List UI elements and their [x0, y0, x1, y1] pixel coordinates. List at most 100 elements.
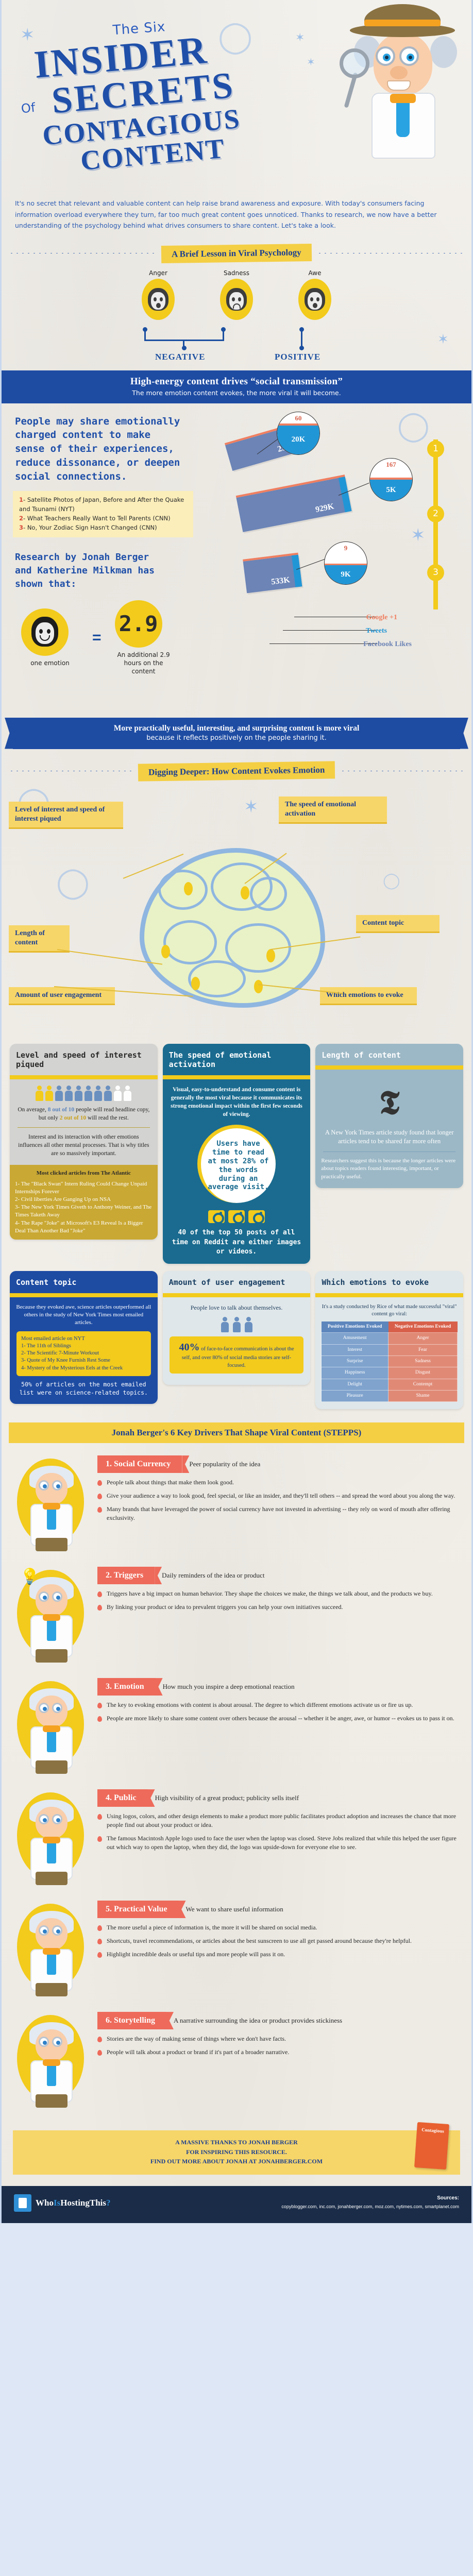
engagement-stat: 40% of face-to-face communication is abo… — [169, 1336, 304, 1374]
card-title: Content topic — [16, 1277, 77, 1287]
stepps-item-2: 💡 2. Triggers Daily reminders of the ide… — [2, 1558, 471, 1670]
step-bullet: Shortcuts, travel recommendations, or ar… — [97, 1937, 460, 1945]
callout-gplus-3: 9 — [344, 544, 348, 552]
person-icon — [221, 1317, 229, 1333]
brain-point-emotions — [254, 979, 263, 993]
card-body-text: Visual, easy-to-understand and consume c… — [171, 1087, 302, 1118]
research-credit-text: Research by Jonah Berger and Katherine M… — [15, 551, 155, 589]
step-bullet: Using logos, colors, and other design el… — [97, 1812, 460, 1829]
infographic-page: ✶ ✶ ◯ ✶ The Six INSIDER SECRETS Of CONTA… — [0, 0, 473, 2223]
article-footnotes-box: 1- Satellite Photos of Japan, Before and… — [13, 491, 193, 537]
table-row: Delight Contempt — [321, 1378, 458, 1391]
card-which-emotions: Which emotions to evoke It's a study con… — [315, 1270, 464, 1410]
star-doodle-icon: ✶ — [411, 525, 426, 545]
whoishostingthis-logo[interactable]: WhoIsHostingThis? — [14, 2194, 111, 2212]
most-clicked-list: Most clicked articles from The Atlantic … — [10, 1165, 158, 1240]
brain-tag-speed: The speed of emotional activation — [279, 796, 387, 824]
step-bullet: By linking your product or idea to preva… — [97, 1603, 460, 1612]
callout-gplus-2: 167 — [386, 460, 396, 468]
section-heading-viral-psychology: A Brief Lesson in Viral Psychology — [161, 243, 312, 263]
step-bullet: The more useful a piece of information i… — [97, 1923, 460, 1932]
transmission-section: People may share emotionally charged con… — [2, 403, 471, 713]
step-subtitle-3: How much you inspire a deep emotional re… — [162, 1683, 295, 1691]
card-divider — [18, 1127, 150, 1128]
equation-right: 2.9 An additional 2.9 hours on the conte… — [114, 600, 173, 676]
star-doodle-icon: ✶ — [437, 331, 449, 347]
card-note-text: Researchers suggest this is because the … — [321, 1157, 456, 1180]
step-bullet: Many brands that have leveraged the powe… — [97, 1505, 460, 1522]
person-icon — [84, 1086, 93, 1101]
bar-article-2: 929K — [235, 474, 352, 532]
thanks-line-2: FOR INSPIRING THIS RESOURCE. — [186, 2148, 287, 2156]
card-content-topic: Content topic Because they evoked awe, s… — [10, 1270, 158, 1404]
equation-value: 2.9 — [119, 611, 158, 637]
people-pictogram — [168, 1317, 305, 1333]
chart-node-1: 1 — [427, 440, 444, 457]
list-item: 3- The New York Times Giveth to Anthony … — [15, 1204, 152, 1218]
awe-face-icon — [298, 278, 331, 320]
table-row: Interest Fear — [321, 1344, 458, 1356]
step-title-5: 5. Practical Value — [97, 1901, 179, 1919]
thanks-line-1: A MASSIVE THANKS TO JONAH BERGER — [175, 2139, 298, 2146]
transmission-lead-text: People may share emotionally charged con… — [15, 415, 180, 483]
card-user-engagement: Amount of user engagement People love to… — [162, 1270, 311, 1385]
brain-heading-row: Digging Deeper: How Content Evokes Emoti… — [2, 760, 471, 782]
emotion-label: Sadness — [223, 269, 250, 277]
scribble-circle-doodle-icon: ◯ — [397, 409, 430, 442]
card-rule — [315, 1293, 464, 1297]
person-icon — [55, 1086, 63, 1101]
banner-title: High-energy content drives “social trans… — [130, 376, 343, 387]
page-footer: WhoIsHostingThis? Sources: copyblogger.c… — [2, 2185, 471, 2223]
step-bullet: Stories are the way of making sense of t… — [97, 2035, 460, 2043]
brain-tag-emotions: Which emotions to evoke — [320, 987, 417, 1005]
thanks-block: A MASSIVE THANKS TO JONAH BERGER FOR INS… — [13, 2122, 460, 2175]
polarity-label-negative: NEGATIVE — [155, 351, 206, 362]
most-emailed-list: Most emailed article on NYT 1- The 11th … — [16, 1331, 151, 1376]
step-bullet: People will talk about a product or bran… — [97, 2048, 460, 2057]
camera-icon — [248, 1210, 265, 1225]
callout-tweets-3: 9K — [325, 565, 367, 584]
hero-of-word: Of — [20, 100, 36, 116]
social-transmission-banner: High-energy content drives “social trans… — [2, 370, 471, 403]
stepps-item-3: 3. Emotion How much you inspire a deep e… — [2, 1670, 471, 1781]
list-item: 2- Civil liberties Are Ganging Up on NSA — [15, 1196, 111, 1202]
person-icon — [113, 1086, 122, 1101]
step-subtitle-2: Daily reminders of the idea or product — [162, 1571, 265, 1580]
chart-node-3: 3 — [427, 564, 444, 581]
bar-article-3: 533K — [243, 552, 302, 593]
divider-dots-left — [9, 770, 133, 772]
brain-point-topic — [266, 948, 275, 962]
equation-left: one emotion — [21, 608, 79, 667]
table-row: Happiness Disgust — [321, 1367, 458, 1379]
callout-tweets-2: 5K — [370, 479, 412, 501]
card-stat: 50% of articles on the most emailed list… — [19, 1380, 148, 1396]
person-icon — [244, 1317, 253, 1333]
stepps-section-heading: Jonah Berger's 6 Key Drivers That Shape … — [9, 1422, 464, 1444]
card-interest-piqued: Level and speed of interest piqued On a — [10, 1043, 158, 1240]
emotion-label: Anger — [149, 269, 167, 277]
share-counts-chart: 1 2 3 253K 929K 533K 60 20K — [224, 409, 469, 648]
equation-right-caption: An additional 2.9 hours on the content — [117, 651, 170, 675]
nyt-t-logo-icon: 𝕿 — [379, 1084, 400, 1122]
callout-article-1: 60 20K — [277, 411, 320, 455]
card-stat-sentence: On average, 8 out of 10 people will read… — [18, 1107, 150, 1122]
callout-tweets-1: 20K — [277, 425, 319, 454]
circle-stat-read-percent: Users have time to read at most 28% of t… — [197, 1125, 276, 1204]
step-subtitle-5: We want to share useful information — [185, 1905, 283, 1913]
step-bullet: The key to evoking emotions with content… — [97, 1701, 460, 1709]
brain-tag-topic: Content topic — [356, 914, 440, 933]
step-title-3: 3. Emotion — [97, 1678, 156, 1696]
step-bullet: People are more likely to share some con… — [97, 1714, 460, 1723]
brain-illustration — [54, 848, 361, 1008]
stepps-item-5: 5. Practical Value We want to share usef… — [2, 1892, 471, 2004]
equation-left-caption: one emotion — [30, 659, 70, 667]
list-item: 4- The Rape "Joke" at Microsoft's E3 Rev… — [15, 1219, 143, 1234]
footnote-item: 3- No, Your Zodiac Sign Hasn't Changed (… — [19, 523, 157, 531]
card-length-of-content: Length of content 𝕿 A New York Times art… — [315, 1043, 464, 1189]
person-icon — [232, 1317, 241, 1333]
table-row: Surprise Sadness — [321, 1355, 458, 1368]
emotion-label: Awe — [308, 269, 322, 277]
camera-icon — [228, 1210, 245, 1225]
step-subtitle-1: Peer popularity of the idea — [189, 1460, 261, 1468]
scientist-character-illustration — [340, 4, 460, 159]
